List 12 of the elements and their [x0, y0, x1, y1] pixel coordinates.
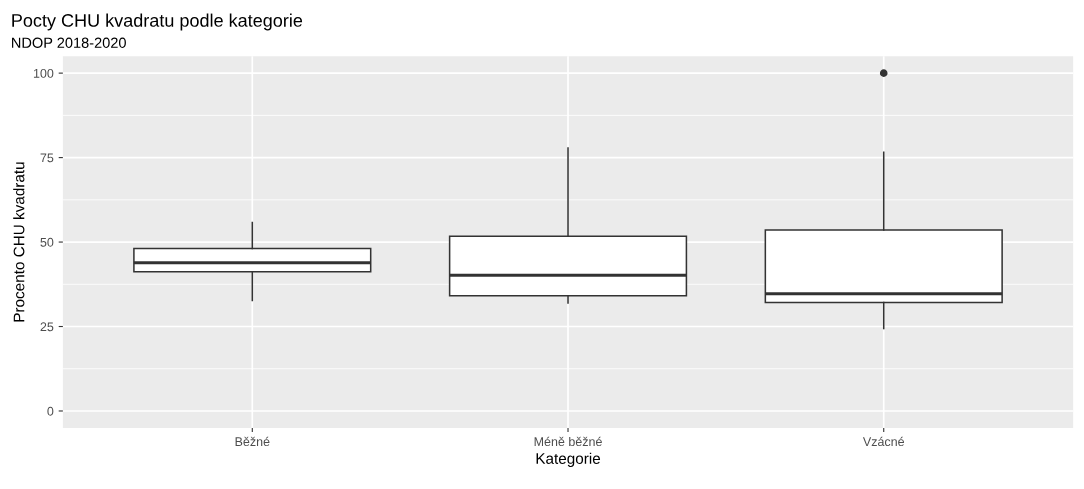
chart-subtitle: NDOP 2018-2020	[12, 37, 126, 48]
y-tick-label: 0	[47, 406, 54, 416]
y-tick-label: 50	[40, 237, 54, 247]
y-tick-label: 100	[33, 68, 54, 78]
chart-title: Pocty CHU kvadratu podle kategorie	[12, 13, 303, 31]
y-tick-label: 75	[40, 153, 54, 163]
x-tick-label: Méně běžné	[534, 436, 602, 447]
x-tick-label: Běžné	[235, 436, 270, 447]
x-axis-title: Kategorie	[536, 452, 601, 467]
y-axis-title: Procento CHU kvadratu	[13, 162, 25, 322]
y-tick-label: 25	[40, 322, 54, 332]
x-tick-label: Vzácné	[862, 436, 905, 447]
